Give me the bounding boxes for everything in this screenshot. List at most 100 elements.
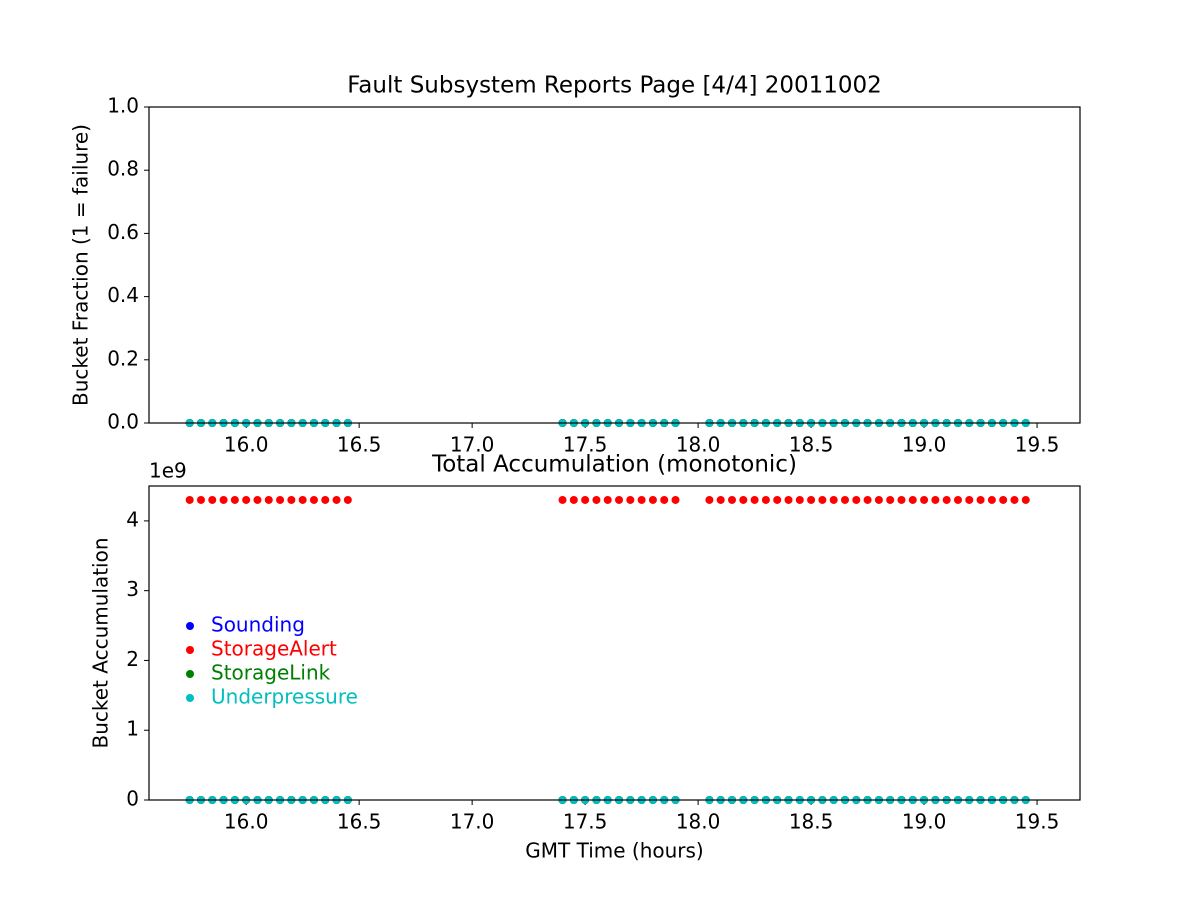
legend-label: StorageLink bbox=[211, 661, 331, 685]
x-tick-label: 16.0 bbox=[224, 433, 269, 457]
data-point bbox=[908, 495, 917, 504]
data-point bbox=[716, 495, 725, 504]
x-tick-label: 18.0 bbox=[676, 433, 721, 457]
data-point bbox=[569, 495, 578, 504]
chart-title: Total Accumulation (monotonic) bbox=[431, 452, 797, 478]
data-point bbox=[976, 495, 985, 504]
data-point bbox=[795, 495, 804, 504]
y-offset-label: 1e9 bbox=[149, 459, 187, 483]
legend-label: Sounding bbox=[211, 613, 305, 637]
y-axis-label: Bucket Fraction (1 = failure) bbox=[69, 124, 93, 406]
data-point bbox=[287, 495, 296, 504]
data-point bbox=[739, 495, 748, 504]
x-tick-label: 18.5 bbox=[789, 810, 834, 834]
y-tick-label: 1 bbox=[126, 717, 139, 741]
data-point bbox=[230, 495, 239, 504]
data-point bbox=[818, 495, 827, 504]
data-point bbox=[999, 495, 1008, 504]
data-point bbox=[784, 495, 793, 504]
data-point bbox=[852, 495, 861, 504]
data-point bbox=[648, 495, 657, 504]
data-point bbox=[773, 495, 782, 504]
data-point bbox=[185, 495, 194, 504]
x-tick-label: 19.0 bbox=[902, 810, 947, 834]
legend-label: StorageAlert bbox=[211, 637, 337, 661]
data-point bbox=[728, 495, 737, 504]
y-tick-label: 2 bbox=[126, 647, 139, 671]
data-point bbox=[615, 495, 624, 504]
y-tick-label: 3 bbox=[126, 577, 139, 601]
data-point bbox=[581, 495, 590, 504]
data-point bbox=[1010, 495, 1019, 504]
axes-frame bbox=[148, 106, 1081, 424]
legend-marker bbox=[186, 646, 194, 654]
data-point bbox=[886, 495, 895, 504]
data-point bbox=[874, 495, 883, 504]
data-point bbox=[942, 495, 951, 504]
x-tick-label: 16.0 bbox=[224, 810, 269, 834]
data-point bbox=[242, 495, 251, 504]
data-point bbox=[920, 495, 929, 504]
y-tick-label: 1.0 bbox=[107, 94, 139, 118]
y-tick-label: 4 bbox=[126, 507, 139, 531]
data-point bbox=[931, 495, 940, 504]
data-point bbox=[558, 495, 567, 504]
chart-title: Fault Subsystem Reports Page [4/4] 20011… bbox=[347, 73, 882, 99]
y-tick-label: 0.2 bbox=[107, 346, 139, 370]
y-tick-label: 0.6 bbox=[107, 220, 139, 244]
x-tick-label: 19.5 bbox=[1015, 810, 1060, 834]
data-point bbox=[761, 495, 770, 504]
data-point bbox=[208, 495, 217, 504]
x-tick-label: 19.5 bbox=[1015, 433, 1060, 457]
data-point bbox=[343, 495, 352, 504]
x-tick-label: 17.5 bbox=[563, 810, 608, 834]
axes-frame bbox=[148, 485, 1081, 801]
y-axis-label: Bucket Accumulation bbox=[89, 537, 113, 748]
x-tick-label: 17.0 bbox=[450, 810, 495, 834]
data-point bbox=[264, 495, 273, 504]
x-tick-label: 16.5 bbox=[337, 433, 382, 457]
x-tick-label: 16.5 bbox=[337, 810, 382, 834]
y-tick-label: 0.8 bbox=[107, 157, 139, 181]
data-point bbox=[953, 495, 962, 504]
data-point bbox=[897, 495, 906, 504]
x-tick-label: 19.0 bbox=[902, 433, 947, 457]
data-point bbox=[660, 495, 669, 504]
legend-marker bbox=[186, 622, 194, 630]
data-point bbox=[637, 495, 646, 504]
data-point bbox=[321, 495, 330, 504]
x-tick-label: 17.0 bbox=[450, 433, 495, 457]
data-point bbox=[332, 495, 341, 504]
data-point bbox=[863, 495, 872, 504]
data-point bbox=[603, 495, 612, 504]
legend-label: Underpressure bbox=[211, 685, 358, 709]
x-tick-label: 17.5 bbox=[563, 433, 608, 457]
data-point bbox=[840, 495, 849, 504]
data-point bbox=[965, 495, 974, 504]
legend-marker bbox=[186, 670, 194, 678]
x-tick-label: 18.0 bbox=[676, 810, 721, 834]
data-point bbox=[829, 495, 838, 504]
data-point bbox=[298, 495, 307, 504]
data-point bbox=[750, 495, 759, 504]
data-point bbox=[1021, 495, 1030, 504]
data-point bbox=[276, 495, 285, 504]
data-point bbox=[705, 495, 714, 504]
data-point bbox=[219, 495, 228, 504]
data-point bbox=[196, 495, 205, 504]
data-point bbox=[807, 495, 816, 504]
y-tick-label: 0.4 bbox=[107, 283, 139, 307]
data-point bbox=[626, 495, 635, 504]
x-tick-label: 18.5 bbox=[789, 433, 834, 457]
y-tick-label: 0.0 bbox=[107, 410, 139, 434]
x-axis-label: GMT Time (hours) bbox=[525, 839, 703, 863]
data-point bbox=[253, 495, 262, 504]
data-point bbox=[987, 495, 996, 504]
legend-marker bbox=[186, 694, 194, 702]
data-point bbox=[592, 495, 601, 504]
data-point bbox=[671, 495, 680, 504]
data-point bbox=[309, 495, 318, 504]
y-tick-label: 0 bbox=[126, 787, 139, 811]
